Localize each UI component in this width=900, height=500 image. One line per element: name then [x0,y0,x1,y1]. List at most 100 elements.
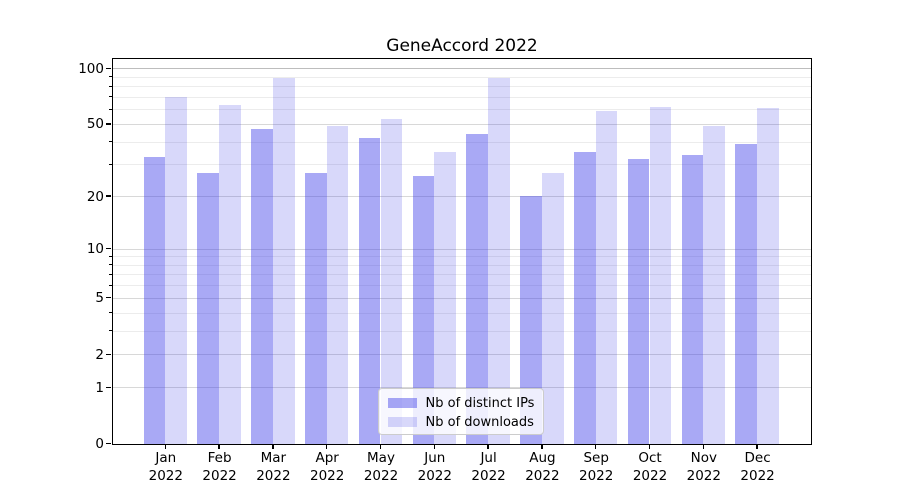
y-axis-minor-tick-3 [108,330,112,332]
x-axis-label-jul: Jul 2022 [457,450,521,485]
legend-label-downloads: Nb of downloads [425,414,534,430]
x-axis-tick-feb [218,444,220,449]
y-axis-label-0: 0 [95,436,104,452]
bar-ips-dec [735,143,758,444]
x-axis-label-oct: Oct 2022 [618,450,682,485]
gridline-minor-6 [112,285,811,287]
gridline-minor-90 [112,76,811,78]
bar-downloads-dec [757,108,779,444]
y-axis-tick-100 [106,67,111,69]
month-year: 2022 [686,467,721,484]
x-axis-label-may: May 2022 [349,450,413,485]
x-axis-tick-aug [541,444,543,449]
month-name: Dec [744,450,771,466]
month-name: Aug [529,450,556,466]
bar-downloads-feb [219,105,241,444]
gridline-minor-80 [112,86,811,88]
x-axis-tick-jan [164,444,166,449]
y-axis-label-20: 20 [86,188,104,205]
y-axis-minor-tick-70 [108,96,112,98]
x-axis-tick-dec [756,444,758,449]
bar-ips-nov [681,154,704,444]
gridline-5 [112,297,811,299]
y-axis-minor-tick-7 [108,273,112,275]
month-year: 2022 [363,467,399,484]
month-name: Nov [690,450,717,466]
x-axis-label-aug: Aug 2022 [510,450,574,485]
month-year: 2022 [632,467,668,484]
x-axis-label-jun: Jun 2022 [403,450,467,485]
month-name: Sep [583,450,609,466]
gridline-minor-30 [112,164,811,166]
bar-downloads-apr [326,125,349,444]
month-year: 2022 [471,467,506,484]
gridline-2 [112,354,811,356]
month-year: 2022 [310,467,345,484]
y-axis-tick-0 [106,442,111,445]
y-axis-label-1: 1 [95,379,104,396]
bar-downloads-sep [595,110,618,444]
legend-swatch-downloads [387,417,417,427]
month-year: 2022 [579,467,614,484]
x-axis-tick-sep [595,444,597,449]
y-axis-tick-10 [106,247,111,250]
bar-downloads-jan [165,97,187,444]
y-axis-minor-tick-40 [108,141,112,143]
legend-item-distinct-ips: Nb of distinct IPs [387,394,535,413]
gridline-minor-8 [112,264,811,266]
bar-ips-jun [412,175,435,444]
bar-downloads-mar [272,77,295,444]
x-axis-tick-jun [433,444,435,449]
y-axis-label-100: 100 [78,60,104,77]
x-axis-tick-may [379,444,382,449]
x-axis-label-feb: Feb 2022 [188,450,252,485]
month-name: Apr [315,450,339,466]
plot-area: Nb of distinct IPs Nb of downloads [106,57,812,449]
bar-ips-feb [197,172,220,444]
month-year: 2022 [202,467,237,484]
legend: Nb of distinct IPs Nb of downloads [377,387,544,435]
x-axis-tick-nov [702,444,704,449]
bar-downloads-oct [649,106,672,444]
y-axis-label-5: 5 [95,290,104,307]
month-name: Jan [155,450,177,466]
gridline-minor-9 [112,256,811,258]
gridline-100 [112,68,811,70]
chart-title: GeneAccord 2022 [386,36,538,56]
gridline-minor-3 [112,330,811,332]
y-axis-minor-tick-4 [108,312,112,314]
y-axis-tick-20 [106,195,111,197]
gridline-20 [112,196,811,197]
y-axis-label-50: 50 [86,116,104,133]
bar-downloads-jun [434,152,456,444]
y-axis-tick-5 [106,297,111,299]
y-axis-minor-tick-9 [108,255,112,257]
x-axis-label-sep: Sep 2022 [564,450,628,485]
y-axis-minor-tick-8 [108,264,112,266]
y-axis-minor-tick-80 [108,85,112,87]
gridline-minor-4 [112,312,811,314]
bar-ips-jan [143,156,166,444]
bar-ips-sep [574,152,596,444]
month-year: 2022 [740,467,775,484]
x-axis-label-mar: Mar 2022 [241,450,305,485]
x-axis-label-apr: Apr 2022 [295,450,359,485]
y-axis-minor-tick-6 [108,284,112,286]
y-axis-tick-50 [106,123,111,125]
bar-downloads-nov [703,125,725,444]
x-axis-label-nov: Nov 2022 [672,450,736,485]
x-axis-tick-oct [648,444,651,449]
bar-ips-may [358,137,381,444]
bar-ips-aug [520,196,542,444]
y-axis-label-10: 10 [86,241,104,258]
month-name: Mar [260,450,287,466]
gridline-minor-70 [112,96,811,98]
x-axis-label-dec: Dec 2022 [726,450,790,485]
x-axis-label-jan: Jan 2022 [134,450,198,485]
bar-downloads-aug [541,172,564,444]
y-axis-minor-tick-60 [108,108,112,110]
bar-ips-jul [466,134,489,444]
y-axis-label-2: 2 [95,346,104,363]
legend-label-distinct-ips: Nb of distinct IPs [425,395,535,411]
bar-ips-oct [627,159,650,444]
